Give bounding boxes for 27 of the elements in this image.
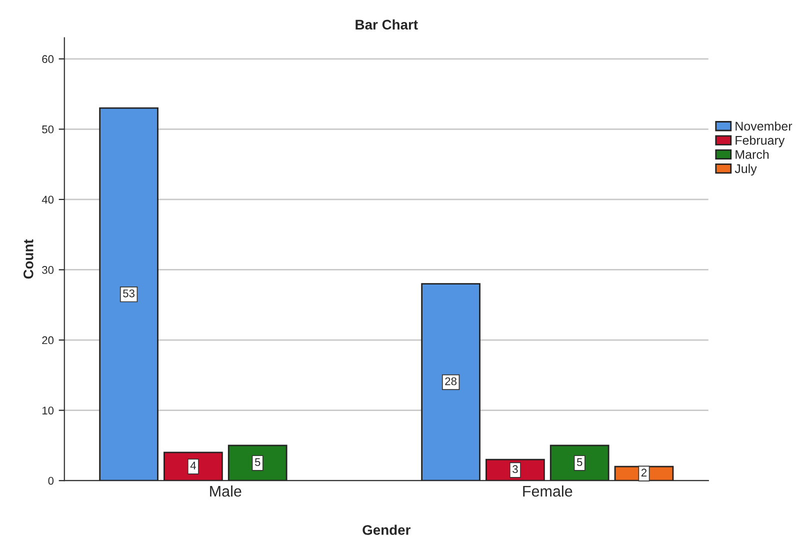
bar: [99, 107, 158, 481]
data-label: 28: [445, 377, 456, 386]
y-tick-label: 30: [42, 266, 54, 274]
legend-label: November: [736, 121, 792, 131]
data-label: 53: [123, 289, 134, 298]
y-tick-label: 0: [48, 476, 54, 485]
data-label: 5: [576, 458, 582, 466]
data-label: 3: [512, 465, 518, 474]
x-axis-title: Gender: [362, 524, 411, 535]
x-tick-label: Male: [210, 485, 242, 497]
bar: [421, 283, 480, 481]
y-tick-label: 20: [42, 336, 54, 344]
y-tick-label: 10: [42, 406, 54, 414]
chart-title: Bar Chart: [356, 19, 418, 30]
data-label: 4: [190, 462, 196, 470]
y-tick-label: 40: [42, 196, 54, 204]
bar: [550, 444, 610, 481]
y-tick-label: 60: [42, 55, 54, 64]
legend-label: July: [734, 164, 757, 176]
y-tick-label: 50: [42, 125, 54, 134]
legend-label: March: [736, 150, 769, 159]
data-label: 2: [641, 468, 647, 476]
y-axis-title: Count: [23, 239, 34, 279]
x-tick-label: Female: [523, 485, 572, 497]
data-label: 5: [254, 458, 260, 466]
legend-label: February: [736, 136, 785, 148]
bar: [228, 444, 288, 481]
